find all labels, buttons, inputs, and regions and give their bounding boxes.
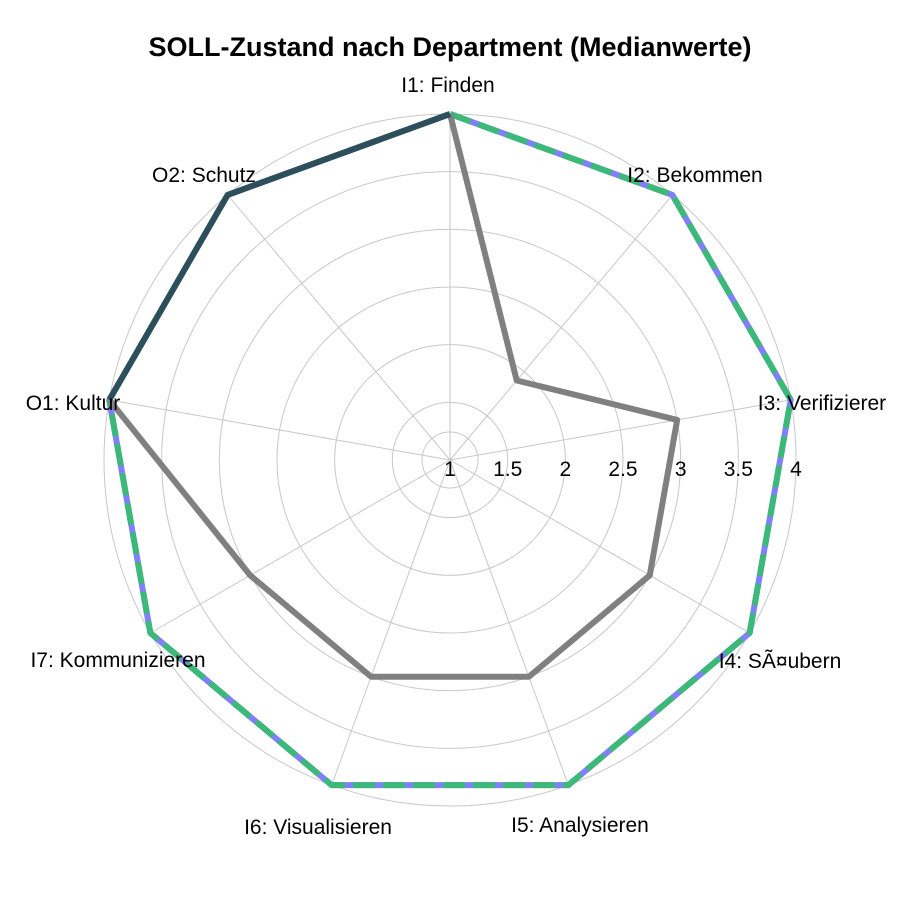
tick-label: 1.5 xyxy=(493,458,522,481)
tick-label: 3 xyxy=(675,458,687,481)
axis-spoke xyxy=(449,194,673,461)
axis-spoke xyxy=(449,459,569,786)
series-line-3 xyxy=(106,111,452,402)
series-line-1 xyxy=(106,111,794,789)
tick-label: 2 xyxy=(559,458,571,481)
axis-label: O1: Kultur xyxy=(26,392,121,415)
axis-label: I5: Analysieren xyxy=(511,814,649,837)
axis-spoke xyxy=(109,399,451,461)
axis-spoke xyxy=(449,399,791,461)
axis-spoke xyxy=(150,459,451,634)
axis-label: I2: Bekommen xyxy=(627,164,762,187)
tick-label: 2.5 xyxy=(608,458,637,481)
chart-title: SOLL-Zustand nach Department (Medianwert… xyxy=(148,32,751,62)
axis-label: I4: SÃ¤ubern xyxy=(719,649,842,673)
grid-layer xyxy=(103,113,797,807)
axis-spoke xyxy=(331,459,451,786)
axis-label: I3: Verifizierer xyxy=(758,392,886,415)
axis-spoke xyxy=(227,194,451,461)
axis-label-layer: I1: Finden I2: Bekommen I3: Verifizierer I4… xyxy=(26,74,886,839)
axis-label: O2: Schutz xyxy=(152,164,256,187)
tick-label-layer: 1 1.5 2 2.5 3 3.5 4 xyxy=(444,458,802,481)
axis-label: I7: Kommunizieren xyxy=(30,649,205,672)
tick-label: 1 xyxy=(444,458,456,481)
axis-label: I6: Visualisieren xyxy=(244,816,392,839)
axis-spoke xyxy=(449,459,750,634)
axis-label: I1: Finden xyxy=(401,74,494,97)
series-line-2 xyxy=(106,113,681,680)
tick-label: 3.5 xyxy=(724,458,753,481)
tick-label: 4 xyxy=(790,458,802,481)
series-layer xyxy=(106,111,794,789)
